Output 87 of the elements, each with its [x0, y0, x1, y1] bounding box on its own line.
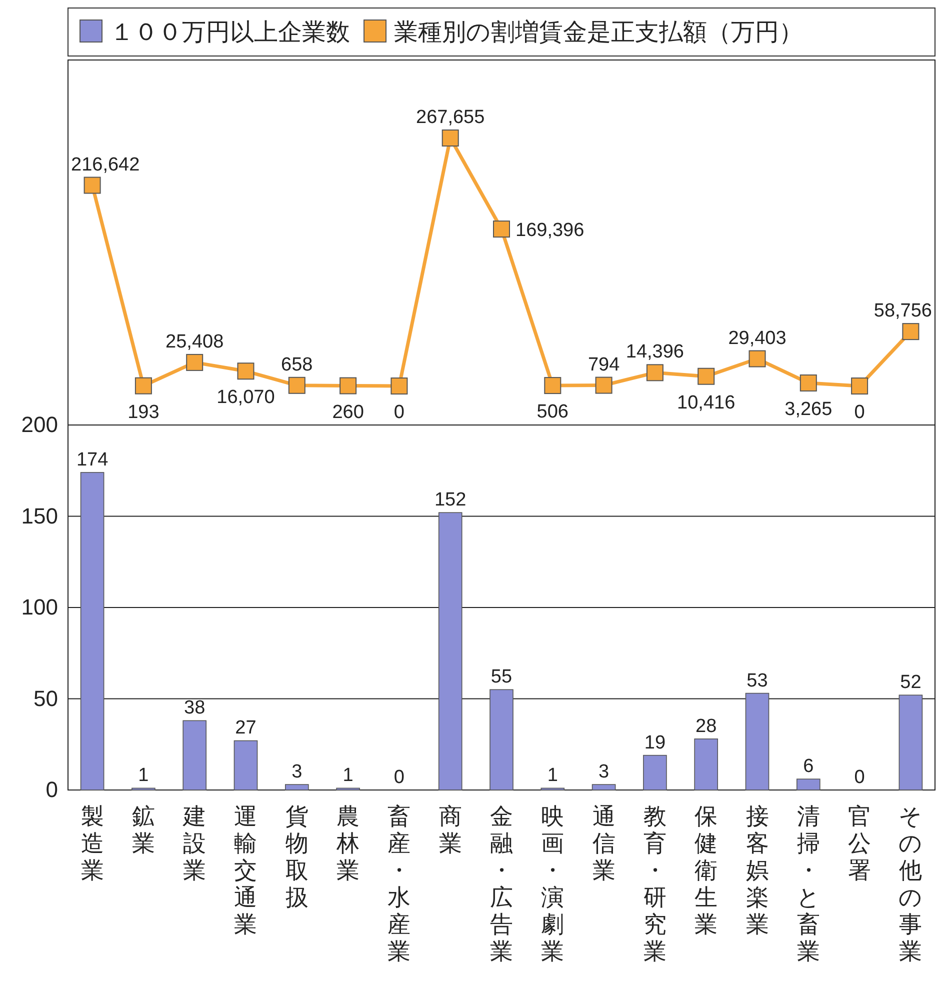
point: [84, 176, 101, 194]
data-label: 267,655: [416, 107, 485, 128]
bar: [643, 754, 667, 790]
point: [493, 220, 510, 238]
x-tick-label: 商業: [438, 804, 462, 857]
x-tick-label: 運輸交通業: [234, 804, 258, 938]
bar: [182, 720, 207, 790]
data-label: 1: [547, 765, 558, 786]
data-label: 1: [138, 765, 149, 786]
data-label: 794: [588, 354, 620, 376]
x-tick-label: 鉱業: [132, 804, 155, 857]
data-label: 216,642: [71, 154, 140, 176]
bar: [438, 512, 462, 790]
point: [851, 378, 868, 394]
data-label: 3: [598, 762, 610, 783]
x-tick-label: 金融・広告業: [490, 804, 513, 965]
data-label: 10,416: [677, 392, 736, 414]
data-label: 0: [394, 767, 404, 788]
x-tick-label: 農林業: [336, 804, 360, 884]
point: [442, 130, 459, 146]
data-label: 53: [746, 670, 768, 692]
data-label: 0: [394, 402, 404, 423]
point: [748, 350, 766, 368]
x-tick-label: 畜産・水産業: [388, 804, 411, 965]
data-label: 6: [803, 756, 814, 778]
legend-label: １００万円以上企業数: [110, 18, 350, 46]
bar: [234, 740, 258, 790]
data-label: 169,396: [516, 220, 584, 242]
y-tick-label: 0: [46, 777, 58, 802]
data-label: 193: [128, 402, 160, 423]
x-tick-label: 接客娯楽業: [746, 804, 769, 938]
x-tick-label: 映画・演劇業: [541, 804, 564, 965]
point: [237, 362, 254, 380]
data-label: 0: [854, 402, 865, 423]
data-label: 27: [235, 718, 256, 739]
bar: [694, 738, 718, 790]
data-label: 152: [434, 490, 466, 511]
x-tick-label: その他の事業: [898, 804, 923, 965]
bar: [592, 784, 616, 790]
bar: [898, 694, 923, 790]
point: [698, 368, 715, 385]
x-tick-label: 製造業: [80, 804, 104, 884]
x-tick-label: 教育・研究業: [643, 804, 666, 965]
data-label: 16,070: [216, 387, 275, 408]
data-label: 55: [490, 666, 512, 688]
y-tick-label: 150: [21, 503, 58, 528]
point: [800, 374, 817, 392]
data-label: 658: [281, 354, 313, 376]
data-label: 25,408: [166, 331, 224, 352]
legend-label: 業種別の割増賃金是正支払額（万円）: [394, 18, 803, 46]
x-tick-label: 貨物取扱: [285, 804, 308, 911]
data-label: 52: [900, 672, 922, 694]
data-label: 0: [854, 767, 865, 788]
x-tick-label: 建設業: [182, 804, 206, 884]
point: [134, 377, 152, 394]
point: [186, 354, 204, 371]
data-label: 174: [76, 449, 109, 470]
y-tick-label: 200: [21, 412, 58, 438]
y-tick-label: 100: [21, 594, 58, 620]
data-label: 19: [644, 732, 666, 754]
data-label: 260: [332, 402, 364, 423]
point: [544, 377, 562, 394]
data-label: 506: [536, 402, 568, 423]
data-label: 58,756: [874, 300, 932, 322]
bar: [284, 784, 309, 790]
bar: [796, 778, 820, 790]
x-tick-label: 通信業: [592, 804, 616, 884]
point: [595, 376, 612, 394]
x-tick-label: 官公署: [848, 804, 872, 884]
point: [646, 364, 664, 382]
data-label: 3: [292, 762, 302, 783]
x-tick-label: 清掃・と畜業: [796, 804, 820, 965]
y-tick-label: 50: [34, 686, 58, 711]
point: [288, 376, 306, 394]
data-label: 38: [184, 698, 206, 719]
data-label: 28: [696, 716, 717, 737]
data-label: 14,396: [626, 342, 684, 363]
point: [340, 377, 357, 394]
data-label: 1: [342, 765, 354, 786]
point: [390, 378, 408, 394]
x-tick-label: 保健衛生業: [694, 804, 718, 938]
bar: [745, 692, 770, 790]
data-label: 3,265: [784, 398, 832, 420]
data-label: 29,403: [728, 328, 786, 349]
point: [902, 323, 920, 340]
bar: [80, 472, 104, 790]
bar: [490, 689, 514, 790]
